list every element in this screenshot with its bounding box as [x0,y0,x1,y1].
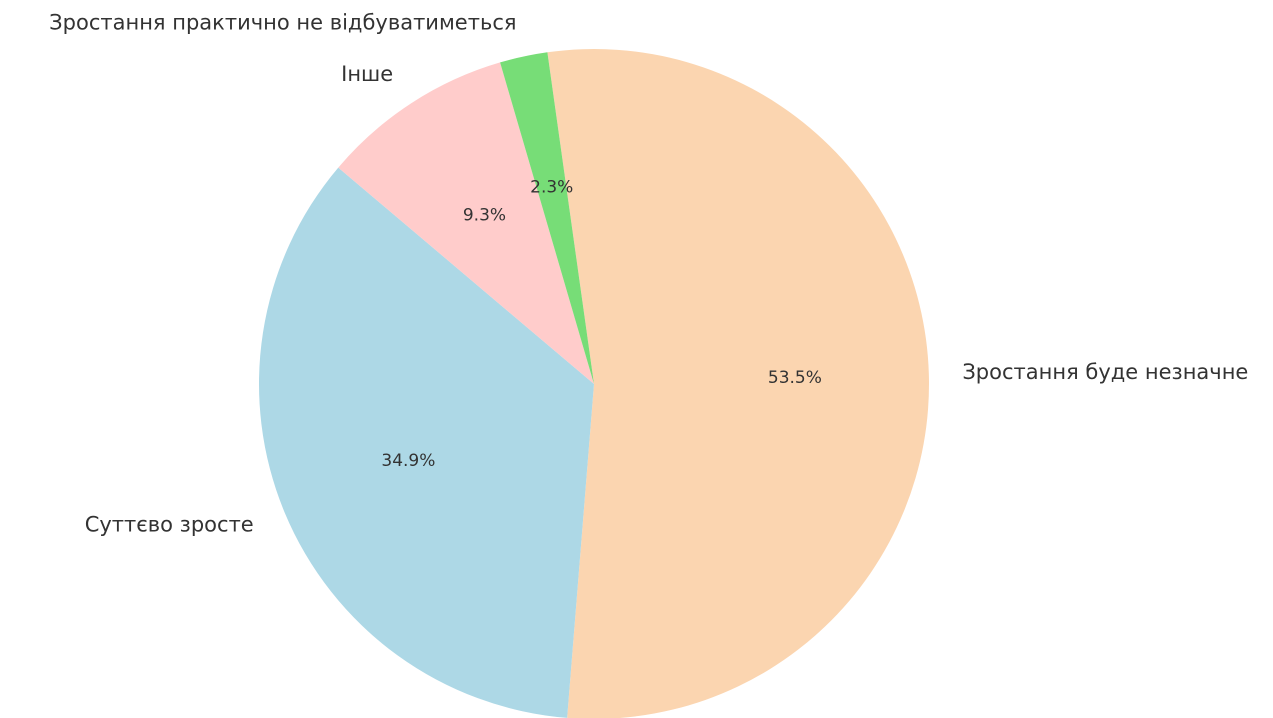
pie-slice [500,52,594,385]
percent-label: 9.3% [463,205,506,225]
percent-label: 53.5% [768,368,822,388]
percent-label: 2.3% [530,177,573,197]
pie-slice [258,167,594,718]
slice-label: Суттєво зросте [85,512,254,536]
pie-slice [338,62,594,384]
slice-label: Інше [341,62,393,86]
slice-label: Зростання буде незначне [962,360,1248,384]
pie-slice [547,49,929,718]
slice-label: Зростання практично не відбуватиметься [49,11,516,35]
percent-label: 34.9% [381,451,435,471]
